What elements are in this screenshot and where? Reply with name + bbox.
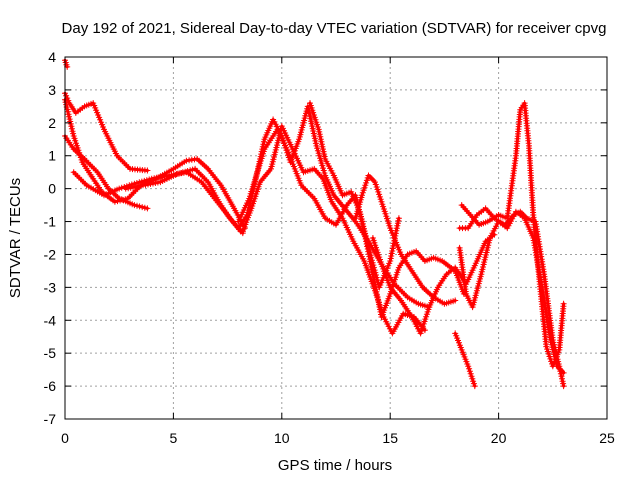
x-tick-label: 5 <box>170 430 178 446</box>
series-track-7 <box>239 123 428 337</box>
y-tick-label: -2 <box>44 246 57 262</box>
series-markers <box>62 90 151 174</box>
plot-frame <box>64 56 608 420</box>
series-track-16 <box>62 57 71 70</box>
series-track-15 <box>452 330 478 390</box>
y-tick-label: -6 <box>44 378 57 394</box>
ticks <box>64 56 608 420</box>
x-tick-labels: 0 5 10 15 20 25 <box>61 430 615 446</box>
series-track-5 <box>122 165 246 237</box>
series-markers <box>239 123 428 337</box>
y-tick-label: 4 <box>48 49 56 65</box>
series-line <box>124 167 245 235</box>
x-tick-label: 25 <box>599 430 615 446</box>
series-markers <box>307 100 402 291</box>
series-markers <box>62 57 71 70</box>
series-markers <box>456 205 567 390</box>
x-tick-label: 10 <box>274 430 290 446</box>
y-axis-label: SDTVAR / TECUs <box>7 178 24 298</box>
series-track-1 <box>62 90 151 174</box>
series-track-12 <box>456 208 567 376</box>
y-tick-label: -5 <box>44 345 57 361</box>
series-markers <box>452 330 478 390</box>
y-tick-label: 0 <box>48 181 56 197</box>
grid <box>65 57 607 419</box>
chart-title: Day 192 of 2021, Sidereal Day-to-day VTE… <box>62 20 607 37</box>
series-track-14 <box>456 205 567 390</box>
y-tick-label: -7 <box>44 411 57 427</box>
y-tick-label: -3 <box>44 279 57 295</box>
x-axis-label: GPS time / hours <box>278 457 392 474</box>
y-tick-label: 3 <box>48 82 56 98</box>
x-tick-label: 15 <box>382 430 398 446</box>
series-markers <box>456 208 567 376</box>
x-tick-label: 0 <box>61 430 69 446</box>
series-markers <box>122 165 246 237</box>
y-tick-label: -4 <box>44 312 57 328</box>
y-tick-label: 2 <box>48 115 56 131</box>
series-line <box>236 127 466 319</box>
x-tick-label: 20 <box>491 430 507 446</box>
series-track-9 <box>307 100 402 291</box>
series-group <box>62 57 567 390</box>
series-track-13 <box>458 100 567 370</box>
y-tick-label: 1 <box>48 148 56 164</box>
y-tick-labels: 4 3 2 1 0 -1 -2 -3 -4 -5 -6 -7 <box>44 49 57 427</box>
y-tick-label: -1 <box>44 214 57 230</box>
